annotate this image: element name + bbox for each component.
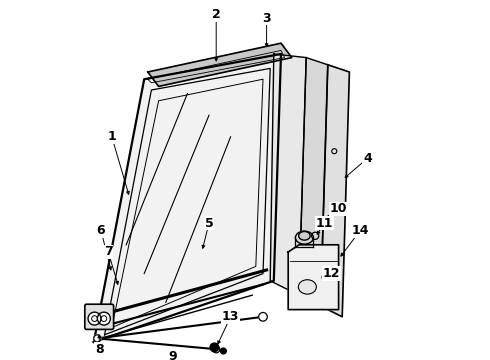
Text: 13: 13: [222, 310, 239, 323]
Circle shape: [259, 312, 268, 321]
Polygon shape: [94, 54, 281, 342]
Polygon shape: [148, 43, 292, 86]
Circle shape: [88, 312, 101, 325]
Text: 2: 2: [212, 8, 220, 21]
Circle shape: [213, 346, 220, 353]
Text: 1: 1: [107, 130, 116, 143]
Text: 3: 3: [262, 12, 271, 24]
Text: 10: 10: [330, 202, 347, 215]
Ellipse shape: [298, 231, 310, 240]
Circle shape: [94, 335, 101, 342]
Text: 14: 14: [351, 224, 369, 237]
Text: 12: 12: [322, 267, 340, 280]
Polygon shape: [270, 54, 306, 295]
Text: 9: 9: [169, 350, 177, 360]
Text: 7: 7: [104, 246, 113, 258]
Text: 5: 5: [205, 217, 213, 230]
Polygon shape: [320, 65, 349, 317]
Text: 4: 4: [363, 152, 372, 165]
Ellipse shape: [298, 280, 317, 294]
Text: 11: 11: [316, 217, 333, 230]
Circle shape: [210, 343, 219, 352]
Text: 6: 6: [97, 224, 105, 237]
Text: 8: 8: [95, 343, 103, 356]
FancyBboxPatch shape: [85, 304, 114, 329]
Ellipse shape: [295, 231, 314, 244]
Polygon shape: [299, 58, 328, 306]
Circle shape: [98, 312, 110, 325]
Circle shape: [220, 348, 226, 354]
Polygon shape: [288, 245, 339, 310]
